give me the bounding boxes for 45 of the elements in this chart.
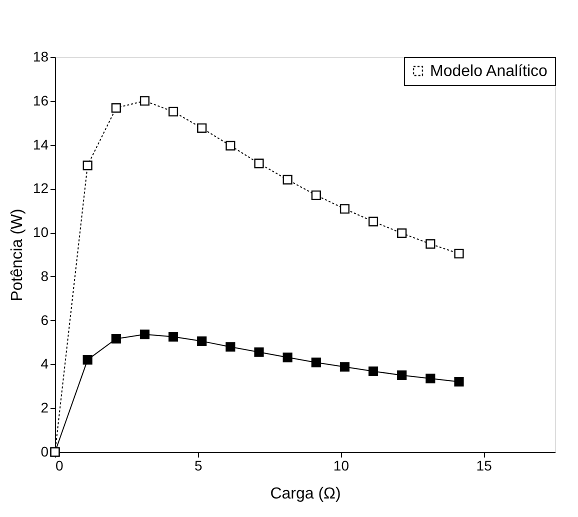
point [254,158,264,168]
y-tick-label: 10 [32,224,49,240]
point [197,123,207,133]
point [282,352,292,362]
point [368,216,378,226]
point [140,330,150,340]
x-tick-label: 10 [333,458,350,474]
point [311,190,321,200]
y-tick-label: 16 [32,92,49,108]
point [140,96,150,106]
point [197,336,207,346]
point [226,140,236,150]
point [426,239,436,249]
point [454,376,464,387]
x-axis-title: Carga (Ω) [270,486,341,502]
y-tick-label: 6 [40,312,49,328]
point [340,204,350,214]
point [454,248,464,258]
x-tick-label: 15 [476,458,492,474]
y-tick-label: 4 [40,356,49,372]
y-tick-label: 8 [40,268,49,284]
point [340,362,350,372]
x-tick-label: 5 [194,458,202,474]
point [111,334,121,344]
y-tick-label: 12 [32,180,49,196]
y-tick-label: 18 [32,48,49,64]
y-tick-label: 0 [40,444,49,460]
point [397,228,407,238]
point [111,103,121,113]
point [282,174,292,184]
point [311,358,321,368]
point [226,342,236,352]
point [168,106,178,116]
point [82,355,92,365]
point [368,366,378,376]
y-tick-label: 14 [32,136,49,152]
point [168,332,178,342]
legend-label: Modelo Analítico [430,63,548,80]
x-tick-label: 0 [56,458,64,474]
y-tick-label: 2 [40,400,49,416]
point [254,347,264,357]
point [426,374,436,384]
point [82,160,92,170]
y-axis-title: Potência (W) [8,208,26,302]
point [397,370,407,380]
